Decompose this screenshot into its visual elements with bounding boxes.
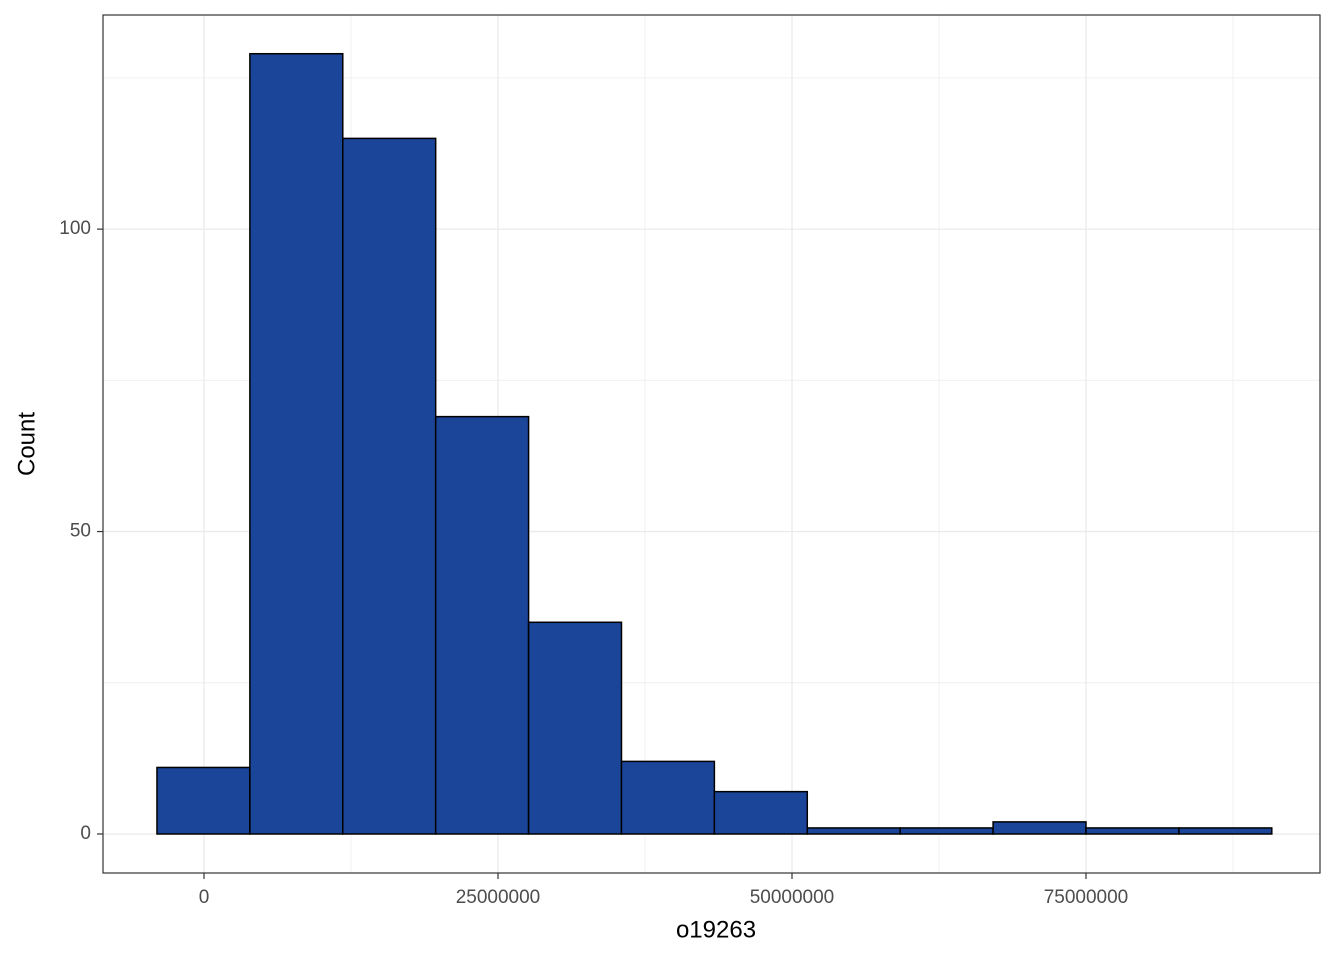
bar <box>249 52 344 835</box>
y-tick-label: 0 <box>80 823 91 844</box>
y-tick-label: 100 <box>59 218 91 239</box>
bar <box>1178 827 1273 835</box>
x-tick-label: 25000000 <box>456 887 541 908</box>
bar <box>713 790 809 835</box>
x-tick-label: 50000000 <box>750 887 835 908</box>
y-axis-title: Count <box>13 412 40 476</box>
x-tick-label: 0 <box>199 887 210 908</box>
bar <box>527 621 623 835</box>
bar <box>342 137 437 835</box>
panel-border <box>102 14 1321 874</box>
x-tick-label: 75000000 <box>1044 887 1129 908</box>
y-tick-label: 50 <box>70 521 91 542</box>
bar <box>434 415 530 835</box>
bar <box>806 827 901 835</box>
grid <box>103 15 1320 873</box>
bar <box>156 766 251 835</box>
x-axis-title: o19263 <box>676 916 756 943</box>
bar <box>620 760 716 835</box>
bar <box>899 827 994 835</box>
bar <box>1085 827 1180 835</box>
bar <box>992 821 1087 835</box>
bars <box>156 52 1273 835</box>
